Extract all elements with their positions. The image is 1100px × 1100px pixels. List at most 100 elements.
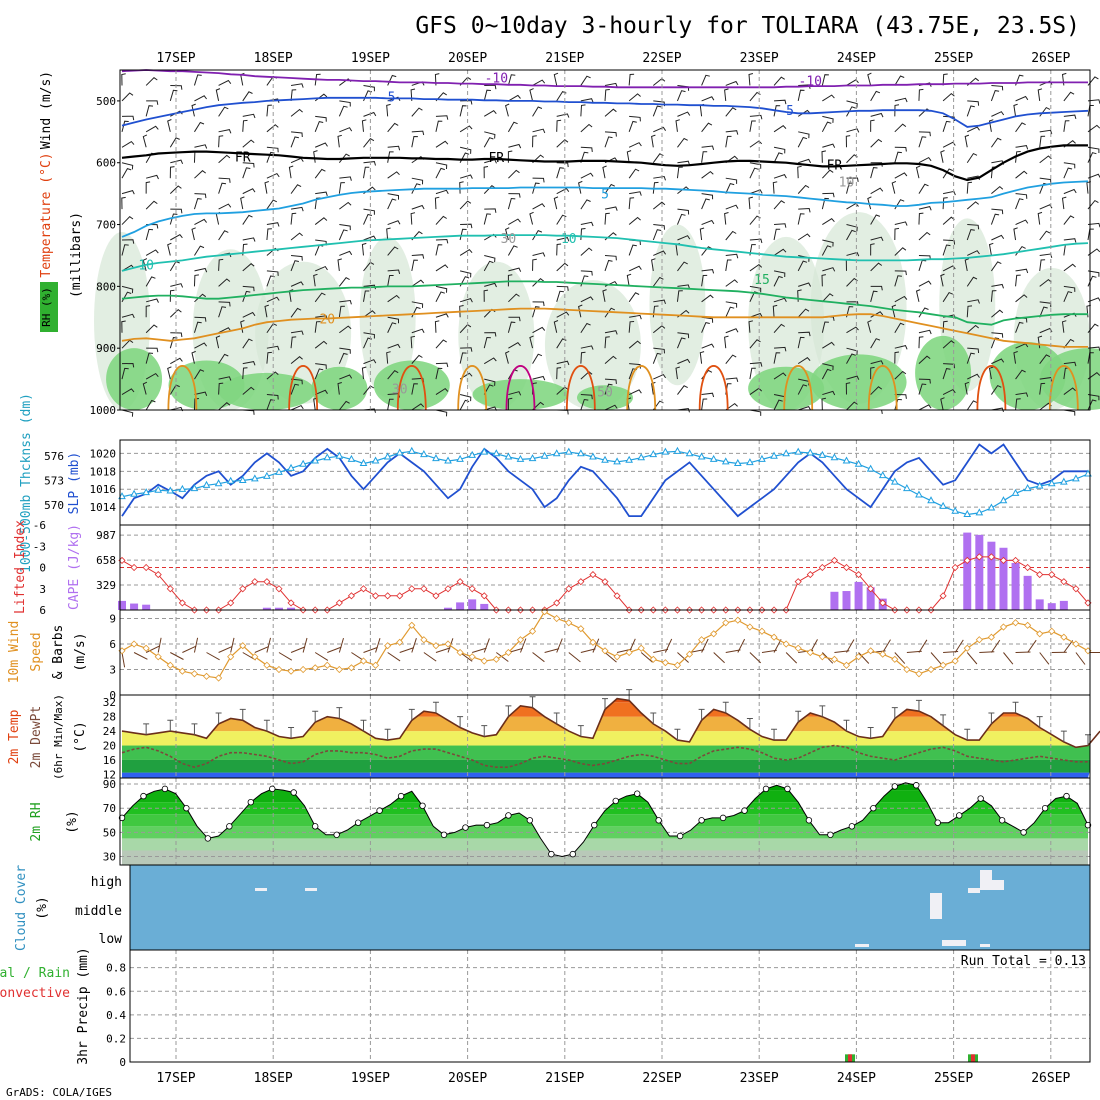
wind-barb <box>145 181 151 194</box>
rh-point <box>505 812 512 819</box>
x-tick-label: 22SEP <box>642 51 681 66</box>
wind-barb <box>315 191 328 197</box>
wind-barb <box>387 269 401 275</box>
wind-barb <box>553 196 559 210</box>
wind-barb <box>435 285 448 293</box>
wind-barb <box>508 342 521 349</box>
wind-barb <box>1037 211 1043 225</box>
wind-barb <box>676 337 686 349</box>
warm-cell <box>167 365 198 411</box>
wind-barb <box>991 358 1005 365</box>
wind-barb <box>194 245 205 256</box>
wind10-point <box>1011 619 1020 627</box>
wind-barb <box>604 89 610 101</box>
ylabel-cloud-b: (%) <box>35 896 50 919</box>
wind-barb <box>290 330 304 335</box>
wind10-barb <box>966 652 978 665</box>
wind-barb <box>821 197 829 210</box>
wind-barb <box>798 84 811 89</box>
wind-barb <box>411 183 421 194</box>
wind10-point <box>685 650 694 658</box>
x-tick-label: 19SEP <box>351 51 390 66</box>
grid-upper-air <box>175 70 1052 410</box>
wind-barb <box>798 405 812 411</box>
minmax-bar <box>1012 701 1019 714</box>
thickness-point <box>238 475 247 483</box>
wind10-barb <box>604 652 617 663</box>
thickness-point <box>746 458 754 466</box>
wind-barb <box>870 187 884 195</box>
wind10-barb <box>302 637 308 653</box>
wind-barb <box>1087 270 1100 277</box>
wind-barb <box>1015 219 1029 226</box>
wind-barb <box>1061 320 1067 333</box>
wind-barb <box>653 250 667 256</box>
thickness-point <box>335 451 344 459</box>
wind-barb <box>942 73 948 86</box>
rh-point <box>419 802 426 809</box>
wind-barb <box>170 357 183 365</box>
wind-barb <box>846 128 860 133</box>
wind10-point <box>1024 621 1032 629</box>
minmax-bar <box>915 699 922 712</box>
rh-point <box>269 785 276 793</box>
wind-barb <box>121 313 135 319</box>
wind-barb <box>556 167 564 179</box>
rh-point <box>526 817 534 824</box>
wind-barb <box>242 263 255 272</box>
wind10-point <box>215 674 223 682</box>
ylabel-temp-d: (°C) <box>73 721 88 752</box>
wind-barb <box>749 120 756 132</box>
wind-barb <box>653 224 665 230</box>
li-point <box>456 578 464 586</box>
temp-band <box>122 759 1090 773</box>
wind-barb <box>314 340 328 349</box>
wind-barb <box>218 306 227 318</box>
wind10-point <box>637 644 645 652</box>
wind-barb <box>894 370 907 380</box>
wind-barb <box>749 167 759 179</box>
wind-barb <box>942 216 955 225</box>
thickness-point <box>564 447 573 455</box>
wind-barb <box>194 218 207 225</box>
warm-cell <box>698 365 729 411</box>
wind-barb <box>363 310 376 318</box>
rh-point <box>462 824 469 831</box>
ylabel-millibars: (millibars) <box>69 212 84 298</box>
wind-barb <box>410 335 416 349</box>
y-axis-thickness: 1014 1016 1018 1020 570 573 576 <box>44 447 116 514</box>
contour-label: 10 <box>138 259 154 274</box>
wind-barb <box>553 320 559 333</box>
wind10-barb <box>1003 652 1014 665</box>
wind-barb <box>194 144 208 149</box>
contour-minus5 <box>121 96 1089 128</box>
li-point <box>251 578 259 586</box>
wind-barb <box>363 359 377 365</box>
wind-barb <box>580 247 593 256</box>
thickness-point <box>999 496 1008 504</box>
wind-barb <box>725 177 738 184</box>
wind-barb <box>435 167 445 179</box>
wind10-point <box>347 664 355 672</box>
wind-barb <box>701 193 714 200</box>
minmax-bar <box>722 701 729 714</box>
wind-barb <box>867 319 872 333</box>
wind-barb <box>628 265 642 272</box>
wind-barb <box>435 140 449 148</box>
wind-barb <box>940 150 945 163</box>
wind-barb <box>460 223 473 229</box>
vgrid-rh <box>175 778 1052 865</box>
wind-barb <box>242 237 256 242</box>
wind-barb <box>266 151 275 163</box>
wind-barb <box>894 295 908 303</box>
y-tick-label: -6 <box>33 519 46 532</box>
rh-band <box>122 838 1088 851</box>
wind-barb <box>894 199 905 210</box>
wind-barb <box>1039 377 1053 382</box>
wind-barb <box>773 152 783 163</box>
wind-barb <box>508 169 520 179</box>
wind-barb <box>387 294 400 303</box>
wind-barb <box>701 269 715 274</box>
wind10-barb <box>206 652 220 661</box>
wind-barb <box>652 105 662 117</box>
